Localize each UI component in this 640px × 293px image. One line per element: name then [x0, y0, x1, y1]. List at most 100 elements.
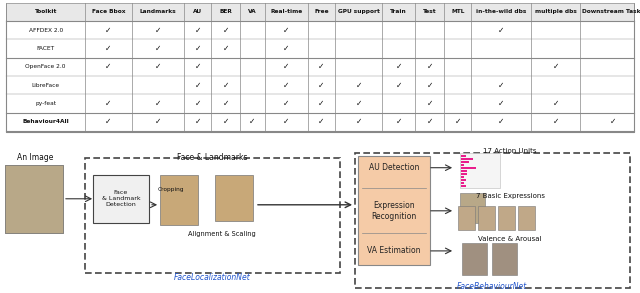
Text: ✓: ✓: [396, 81, 402, 90]
Text: ✓: ✓: [283, 81, 289, 90]
Text: Face Bbox: Face Bbox: [92, 9, 125, 14]
Bar: [461, 185, 476, 187]
Text: ✓: ✓: [283, 26, 289, 35]
Text: Free: Free: [314, 9, 329, 14]
FancyBboxPatch shape: [358, 156, 430, 265]
Text: ✓: ✓: [498, 26, 504, 35]
Text: Downstream Tasks: Downstream Tasks: [582, 9, 640, 14]
Text: ✓: ✓: [105, 44, 111, 53]
Text: ✓: ✓: [283, 62, 289, 71]
Text: ✓: ✓: [355, 117, 362, 126]
Bar: [461, 173, 469, 175]
Text: ✓: ✓: [396, 62, 402, 71]
Text: ✓: ✓: [498, 99, 504, 108]
Bar: [215, 175, 253, 221]
Text: ✓: ✓: [283, 99, 289, 108]
Text: ✓: ✓: [195, 99, 201, 108]
Text: AU: AU: [193, 9, 202, 14]
Text: Face & Landmarks: Face & Landmarks: [177, 153, 247, 162]
Text: ✓: ✓: [552, 117, 559, 126]
Text: Expression
Recognition: Expression Recognition: [371, 201, 417, 221]
Bar: [462, 243, 487, 275]
Text: Train: Train: [390, 9, 407, 14]
Text: ✓: ✓: [223, 44, 229, 53]
Text: BER: BER: [220, 9, 232, 14]
Text: ✓: ✓: [105, 117, 111, 126]
Bar: [461, 155, 473, 157]
Text: Landmarks: Landmarks: [140, 9, 176, 14]
Text: ✓: ✓: [498, 117, 504, 126]
Text: Behaviour4All: Behaviour4All: [22, 119, 69, 124]
Bar: [458, 206, 475, 230]
Text: py-feat: py-feat: [35, 101, 56, 106]
Text: ✓: ✓: [426, 81, 433, 90]
Text: Face
& Landmark
Detection: Face & Landmark Detection: [102, 190, 140, 207]
Text: ✓: ✓: [318, 117, 324, 126]
Bar: [492, 243, 517, 275]
Text: ✓: ✓: [105, 26, 111, 35]
Text: LibreFace: LibreFace: [31, 83, 60, 88]
Text: ✓: ✓: [155, 26, 161, 35]
Text: ✓: ✓: [318, 81, 324, 90]
Text: ✓: ✓: [355, 99, 362, 108]
Text: ✓: ✓: [105, 99, 111, 108]
Bar: [5, 165, 63, 233]
Bar: [461, 158, 467, 160]
Text: ✓: ✓: [155, 117, 161, 126]
Bar: [6, 20, 634, 132]
Bar: [461, 164, 473, 166]
Text: ✓: ✓: [195, 81, 201, 90]
Text: ✓: ✓: [195, 117, 201, 126]
Text: Cropping: Cropping: [157, 187, 184, 192]
FancyBboxPatch shape: [93, 175, 149, 223]
Text: ✓: ✓: [155, 99, 161, 108]
Bar: [498, 206, 515, 230]
Text: FaceLocalizationNet: FaceLocalizationNet: [173, 273, 250, 282]
Text: ✓: ✓: [426, 117, 433, 126]
Bar: [461, 167, 469, 169]
Text: ✓: ✓: [155, 62, 161, 71]
Bar: [518, 206, 535, 230]
Bar: [461, 179, 466, 181]
Bar: [461, 170, 470, 172]
Text: ✓: ✓: [318, 62, 324, 71]
Text: GPU support: GPU support: [338, 9, 380, 14]
Text: 7 Basic Expressions: 7 Basic Expressions: [476, 193, 545, 199]
Text: ✓: ✓: [318, 99, 324, 108]
Text: AU Detection: AU Detection: [369, 163, 419, 172]
Text: ✓: ✓: [195, 62, 201, 71]
Text: 17 Action Units: 17 Action Units: [483, 148, 537, 154]
Text: multiple dbs: multiple dbs: [534, 9, 577, 14]
Text: An Image: An Image: [17, 153, 53, 162]
Bar: [460, 193, 485, 223]
Bar: [478, 206, 495, 230]
Bar: [5, 165, 63, 233]
Text: ✓: ✓: [396, 117, 402, 126]
Text: ✓: ✓: [454, 117, 461, 126]
Text: ✓: ✓: [283, 117, 289, 126]
Text: OpenFace 2.0: OpenFace 2.0: [26, 64, 66, 69]
Text: ✓: ✓: [223, 99, 229, 108]
Text: ✓: ✓: [498, 81, 504, 90]
Bar: [160, 175, 198, 225]
Text: in-the-wild dbs: in-the-wild dbs: [476, 9, 526, 14]
Text: ✓: ✓: [195, 26, 201, 35]
Bar: [6, 3, 634, 21]
Text: ✓: ✓: [195, 44, 201, 53]
Text: ✓: ✓: [223, 81, 229, 90]
Text: MTL: MTL: [451, 9, 465, 14]
Text: ✓: ✓: [426, 99, 433, 108]
Bar: [461, 161, 476, 163]
Bar: [461, 182, 470, 184]
Text: ✓: ✓: [283, 44, 289, 53]
Text: ✓: ✓: [155, 44, 161, 53]
Text: Real-time: Real-time: [270, 9, 303, 14]
Text: ✓: ✓: [223, 26, 229, 35]
Text: ✓: ✓: [223, 117, 229, 126]
Text: Alignment & Scaling: Alignment & Scaling: [188, 231, 256, 237]
Text: Test: Test: [423, 9, 436, 14]
Bar: [461, 176, 464, 178]
Text: Valence & Arousal: Valence & Arousal: [478, 236, 541, 242]
Text: VA Estimation: VA Estimation: [367, 246, 420, 255]
Text: ✓: ✓: [552, 99, 559, 108]
